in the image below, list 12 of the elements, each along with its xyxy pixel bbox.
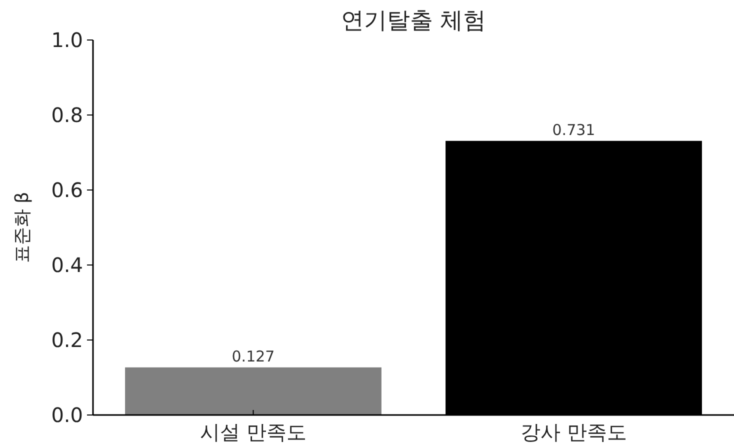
y-tick-label: 0.0 bbox=[51, 403, 83, 427]
y-tick-label: 0.8 bbox=[51, 103, 83, 127]
y-tick-label: 0.6 bbox=[51, 178, 83, 202]
x-tick-label: 강사 만족도 bbox=[520, 420, 627, 444]
y-tick-label: 0.4 bbox=[51, 253, 83, 277]
data-label: 0.731 bbox=[552, 120, 596, 139]
data-label: 0.127 bbox=[232, 347, 275, 366]
x-tick-label: 시설 만족도 bbox=[200, 420, 306, 444]
y-tick-label: 1.0 bbox=[51, 28, 83, 52]
y-tick-label: 0.2 bbox=[51, 328, 83, 352]
y-axis-title: 표준화 β bbox=[12, 192, 33, 264]
chart-title: 연기탈출 체험 bbox=[340, 8, 486, 34]
